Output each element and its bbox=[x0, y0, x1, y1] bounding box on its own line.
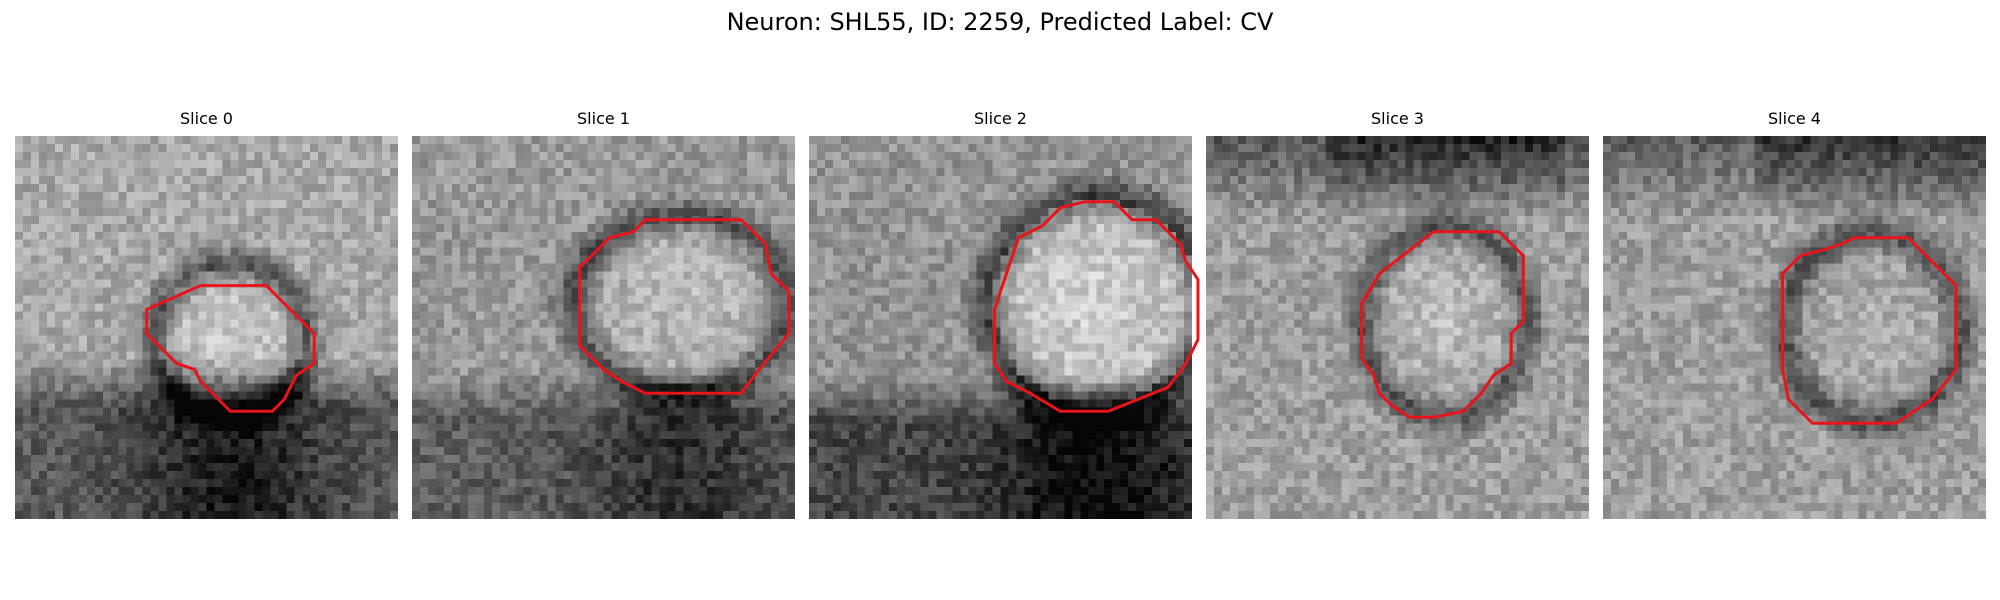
roi-outline bbox=[578, 218, 791, 395]
slice-image bbox=[1206, 136, 1589, 519]
slice-image bbox=[1603, 136, 1986, 519]
roi-contour bbox=[1360, 230, 1525, 419]
roi-contour bbox=[993, 200, 1200, 413]
roi-contour bbox=[145, 284, 316, 413]
slice-title: Slice 0 bbox=[180, 109, 233, 128]
roi-outline bbox=[1360, 230, 1525, 419]
slice-panel-3: Slice 3 bbox=[1206, 108, 1589, 519]
slice-image bbox=[15, 136, 398, 519]
slice-image bbox=[412, 136, 795, 519]
roi-outline bbox=[1781, 236, 1958, 425]
slice-panel-4: Slice 4 bbox=[1603, 108, 1986, 519]
roi-outline bbox=[145, 284, 316, 413]
slice-title: Slice 1 bbox=[577, 109, 630, 128]
slice-title: Slice 3 bbox=[1371, 109, 1424, 128]
slice-title: Slice 4 bbox=[1768, 109, 1821, 128]
slice-panel-2: Slice 2 bbox=[809, 108, 1200, 519]
roi-contour bbox=[1781, 236, 1958, 425]
roi-outline bbox=[993, 200, 1200, 413]
figure-title: Neuron: SHL55, ID: 2259, Predicted Label… bbox=[726, 8, 1274, 36]
slice-panel-0: Slice 0 bbox=[15, 108, 398, 519]
slice-title: Slice 2 bbox=[974, 109, 1027, 128]
roi-contour bbox=[578, 218, 791, 395]
slice-image bbox=[809, 136, 1192, 519]
slice-panel-1: Slice 1 bbox=[412, 108, 795, 519]
